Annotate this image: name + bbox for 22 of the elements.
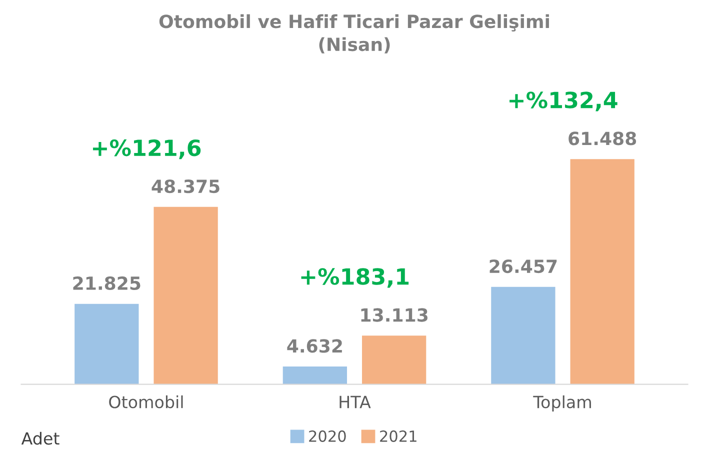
- data-label: 4.632: [287, 339, 342, 353]
- text: +%121,6: [92, 139, 201, 160]
- data-label: 48.375: [152, 179, 220, 194]
- annotation: +%183,1: [301, 268, 409, 288]
- bar: [154, 206, 218, 384]
- legend-label: 2021: [380, 430, 416, 442]
- chart-title: Otomobil ve Hafif Ticari Pazar Gelişimi (Nisan): [159, 14, 549, 54]
- bar: [74, 304, 139, 384]
- x-tick-label: Toplam: [533, 395, 591, 412]
- text: Adet: [21, 432, 60, 445]
- bar: [491, 286, 556, 384]
- x-tick-label: Otomobil: [109, 395, 183, 408]
- data-label: 13.113: [361, 308, 428, 322]
- data-label: 26.457: [490, 259, 557, 274]
- bar: [282, 366, 348, 384]
- legend-label: 2020: [309, 430, 346, 442]
- data-label: 61.488: [568, 132, 636, 146]
- data-label: 21.825: [73, 276, 140, 290]
- bar: [362, 336, 426, 384]
- x-tick-label: HTA: [340, 396, 371, 408]
- text: +%132,4: [510, 92, 618, 112]
- bar: [570, 159, 634, 384]
